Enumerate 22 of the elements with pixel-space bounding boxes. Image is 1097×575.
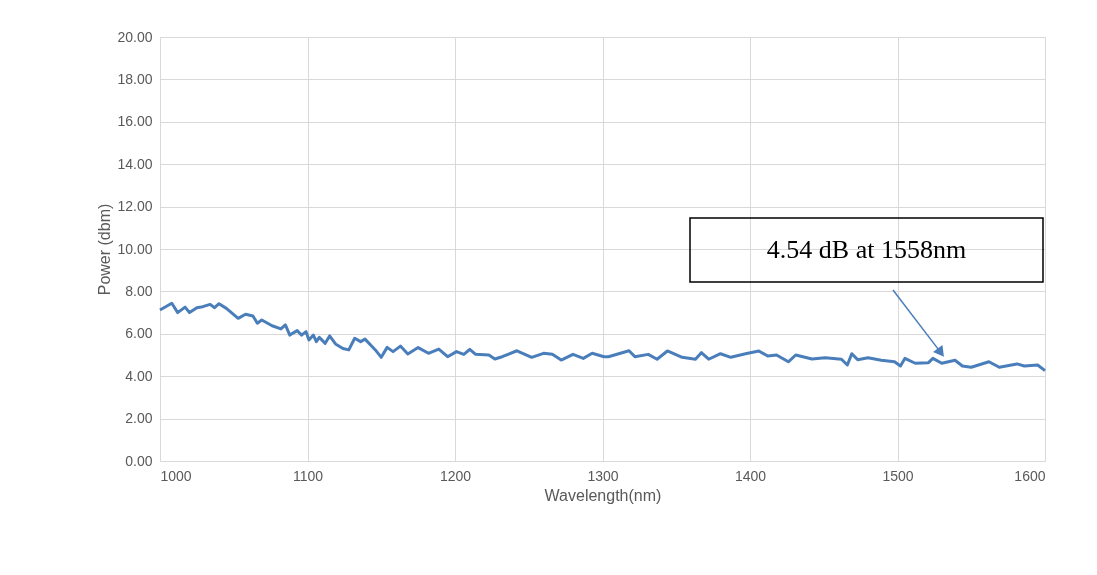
y-tick-label: 4.00 bbox=[125, 367, 153, 384]
line-series bbox=[158, 301, 1047, 373]
x-tick-label: 1200 bbox=[439, 467, 472, 484]
annotation: 4.54 dB at 1558nm bbox=[766, 235, 967, 264]
y-axis-title: Power (dbm) bbox=[96, 203, 114, 296]
y-tick-label: 8.00 bbox=[125, 282, 153, 299]
x-tick-label: 1000 bbox=[160, 467, 192, 484]
y-tick-label: 6.00 bbox=[125, 325, 153, 342]
y-tick-label: 18.00 bbox=[117, 70, 153, 87]
y-tick-label: 10.00 bbox=[117, 240, 153, 257]
y-tick-label: 0.00 bbox=[125, 452, 153, 469]
y-tick-label: 20.00 bbox=[117, 28, 153, 45]
x-tick-label: 1100 bbox=[292, 467, 324, 484]
x-tick-label: 1400 bbox=[734, 467, 767, 484]
x-axis-title: Wavelength(nm) bbox=[544, 486, 662, 504]
x-tick-label: 1500 bbox=[882, 467, 914, 484]
y-tick-label: 2.00 bbox=[125, 410, 153, 427]
y-tick-label: 12.00 bbox=[117, 198, 153, 215]
x-tick-label: 1300 bbox=[587, 467, 619, 484]
y-tick-label: 14.00 bbox=[117, 155, 153, 172]
x-tick-label: 1600 bbox=[1014, 467, 1046, 484]
y-tick-label: 16.00 bbox=[117, 113, 153, 130]
